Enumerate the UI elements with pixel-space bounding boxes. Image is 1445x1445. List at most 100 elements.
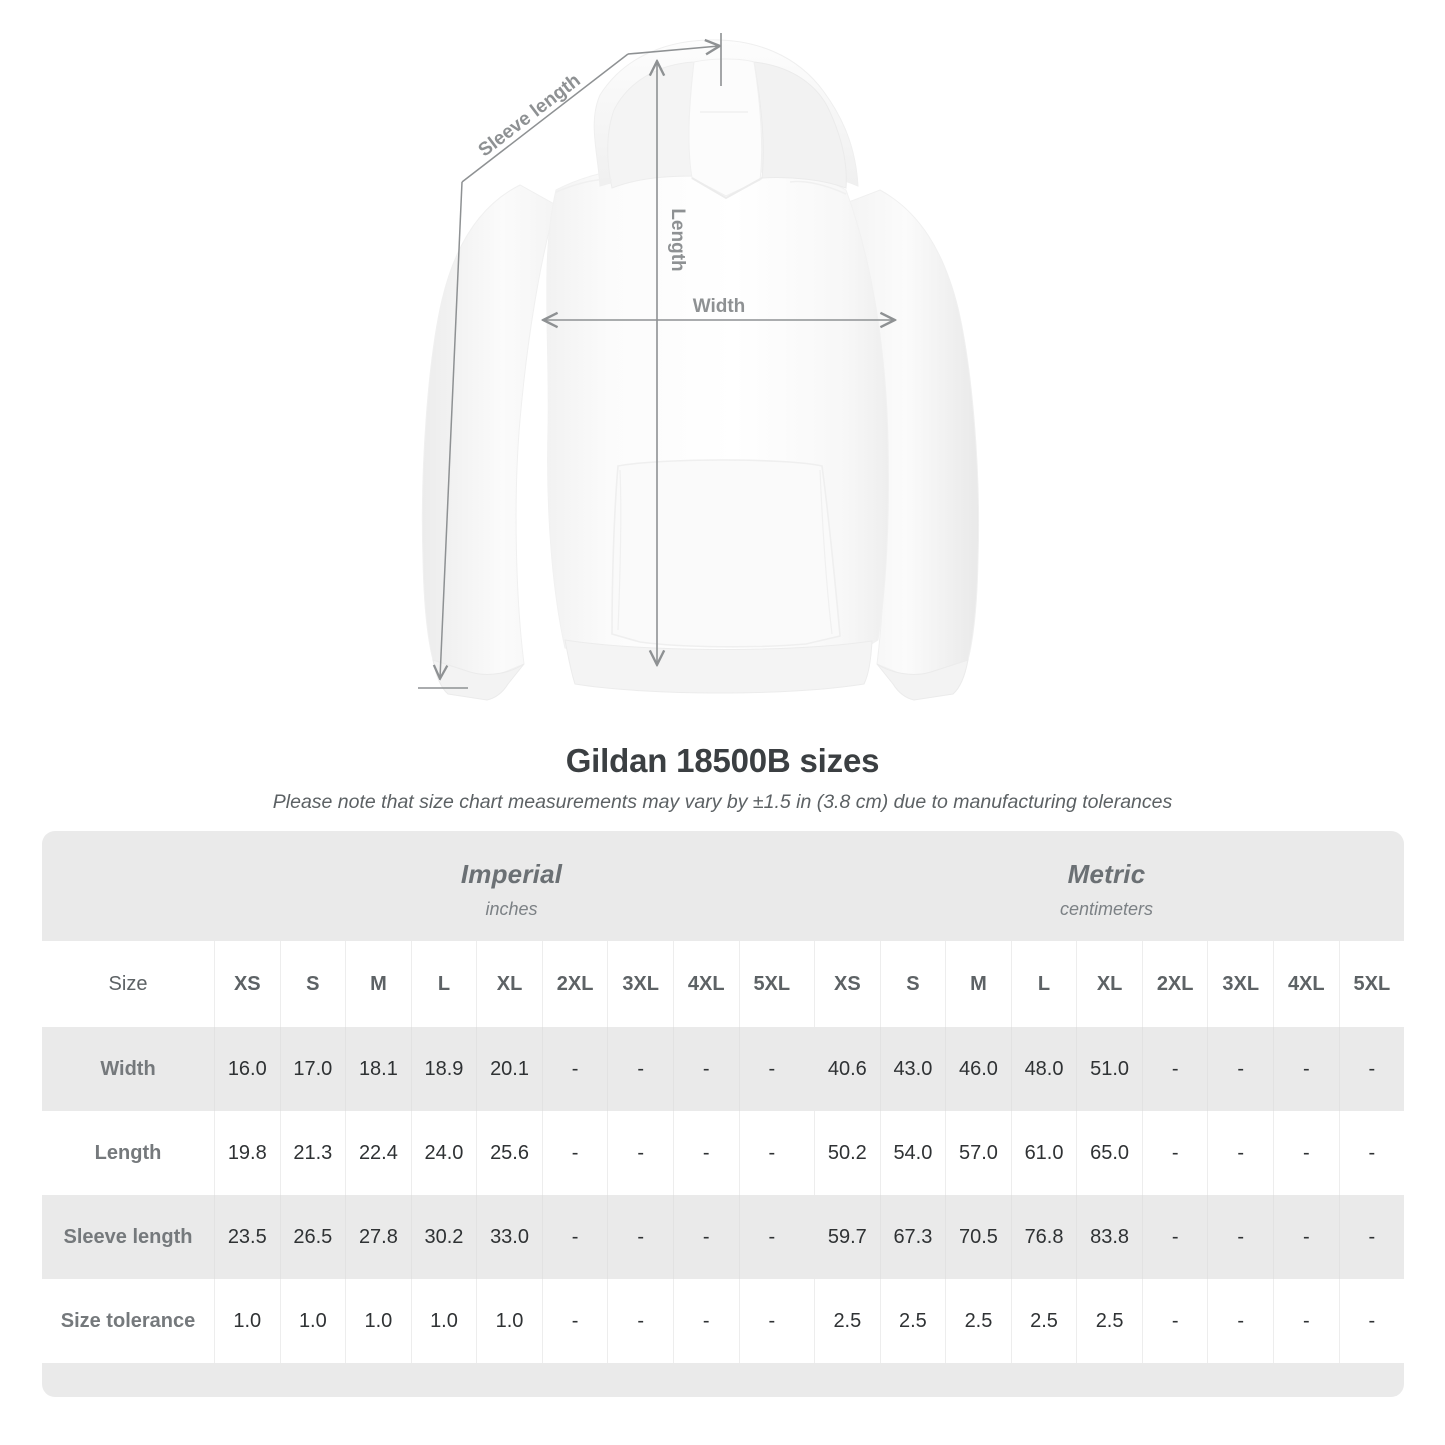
cell-sleeve-metric-xl: 83.8 (1076, 1195, 1142, 1279)
size-header-imperial-s: S (279, 941, 346, 1027)
cell-sleeve-imperial-4xl: - (672, 1195, 739, 1279)
size-table: Imperial inches Metric centimeters Size … (42, 831, 1404, 1397)
size-header-imperial-4xl: 4XL (672, 941, 739, 1027)
table-row: Size tolerance 1.0 1.0 1.0 1.0 1.0 - - -… (42, 1279, 1404, 1363)
unit-system-imperial: Imperial inches (214, 831, 809, 941)
cell-width-metric-xl: 51.0 (1076, 1027, 1142, 1111)
cell-length-metric-m: 57.0 (945, 1111, 1011, 1195)
cell-tolerance-metric-s: 2.5 (879, 1279, 946, 1363)
tolerance-note: Please note that size chart measurements… (272, 791, 1173, 813)
hoodie-illustration: Width Length Sleeve length (418, 33, 980, 701)
size-header-metric-4xl: 4XL (1273, 941, 1339, 1027)
cell-tolerance-metric-xs: 2.5 (814, 1279, 880, 1363)
row-label-sleeve-length: Sleeve length (63, 1225, 193, 1248)
cell-width-imperial-4xl: - (672, 1027, 739, 1111)
hoodie-garment (421, 39, 980, 701)
cell-sleeve-imperial-xl: 33.0 (476, 1195, 542, 1279)
cell-width-metric-l: 48.0 (1010, 1027, 1077, 1111)
cell-tolerance-imperial-2xl: - (541, 1279, 608, 1363)
cell-sleeve-imperial-xs: 23.5 (214, 1195, 280, 1279)
cell-sleeve-imperial-3xl: - (607, 1195, 673, 1279)
cell-width-metric-m: 46.0 (945, 1027, 1011, 1111)
size-header-metric-2xl: 2XL (1141, 941, 1208, 1027)
cell-tolerance-metric-l: 2.5 (1010, 1279, 1077, 1363)
cell-sleeve-metric-5xl: - (1338, 1195, 1404, 1279)
cell-width-imperial-3xl: - (607, 1027, 673, 1111)
cell-length-metric-xs: 50.2 (814, 1111, 880, 1195)
cell-width-imperial-l: 18.9 (410, 1027, 477, 1111)
size-header-label: Size (108, 972, 148, 995)
cell-length-imperial-s: 21.3 (279, 1111, 346, 1195)
size-header-metric-5xl: 5XL (1338, 941, 1404, 1027)
size-header-metric-xs: XS (814, 941, 880, 1027)
row-label-length: Length (94, 1141, 162, 1164)
cell-length-imperial-xl: 25.6 (476, 1111, 542, 1195)
cell-length-metric-xl: 65.0 (1076, 1111, 1142, 1195)
cell-length-metric-5xl: - (1338, 1111, 1404, 1195)
row-label-width: Width (100, 1057, 156, 1080)
cell-tolerance-imperial-l: 1.0 (410, 1279, 477, 1363)
cell-width-imperial-xl: 20.1 (476, 1027, 542, 1111)
title-block: Gildan 18500B sizes Please note that siz… (0, 742, 1445, 814)
cell-sleeve-metric-m: 70.5 (945, 1195, 1011, 1279)
cell-sleeve-metric-4xl: - (1273, 1195, 1339, 1279)
size-header-imperial-l: L (410, 941, 477, 1027)
cell-sleeve-imperial-l: 30.2 (410, 1195, 477, 1279)
cell-sleeve-imperial-s: 26.5 (279, 1195, 346, 1279)
cell-sleeve-metric-l: 76.8 (1010, 1195, 1077, 1279)
cell-tolerance-imperial-xs: 1.0 (214, 1279, 280, 1363)
cell-tolerance-imperial-xl: 1.0 (476, 1279, 542, 1363)
cell-width-imperial-m: 18.1 (345, 1027, 411, 1111)
metric-unit: centimeters (1059, 898, 1154, 919)
length-annotation: Length (657, 62, 688, 664)
cell-tolerance-imperial-s: 1.0 (279, 1279, 346, 1363)
unit-system-metric: Metric centimeters (809, 831, 1404, 941)
size-header-metric-l: L (1010, 941, 1077, 1027)
imperial-name: Imperial (460, 858, 563, 889)
size-header-metric-xl: XL (1076, 941, 1142, 1027)
cell-width-imperial-5xl: - (738, 1027, 805, 1111)
width-annotation: Width (544, 296, 894, 320)
cell-length-metric-3xl: - (1207, 1111, 1273, 1195)
cell-length-imperial-3xl: - (607, 1111, 673, 1195)
cell-sleeve-imperial-m: 27.8 (345, 1195, 411, 1279)
cell-tolerance-imperial-4xl: - (672, 1279, 739, 1363)
cell-width-metric-4xl: - (1273, 1027, 1339, 1111)
cell-length-metric-l: 61.0 (1010, 1111, 1077, 1195)
unit-system-header: Imperial inches Metric centimeters (42, 831, 1404, 941)
cell-width-metric-s: 43.0 (879, 1027, 946, 1111)
cell-length-imperial-4xl: - (672, 1111, 739, 1195)
sleeve-length-label: Sleeve length (475, 70, 585, 161)
size-header-imperial-m: M (345, 941, 411, 1027)
cell-sleeve-imperial-5xl: - (738, 1195, 805, 1279)
cell-width-imperial-2xl: - (541, 1027, 608, 1111)
cell-length-imperial-l: 24.0 (410, 1111, 477, 1195)
size-header-imperial-5xl: 5XL (738, 941, 805, 1027)
cell-sleeve-metric-xs: 59.7 (827, 1225, 867, 1248)
cell-width-imperial-xs: 16.0 (214, 1027, 280, 1111)
table-row: Sleeve length 23.5 26.5 27.8 30.2 33.0 -… (42, 1195, 1404, 1279)
size-header-imperial-xs: XS (214, 941, 280, 1027)
row-label-size-tolerance: Size tolerance (60, 1309, 196, 1332)
table-row: Length 19.8 21.3 22.4 24.0 25.6 - - - - … (42, 1111, 1404, 1195)
cell-length-imperial-2xl: - (541, 1111, 608, 1195)
size-header-imperial-3xl: 3XL (607, 941, 673, 1027)
cell-tolerance-metric-m: 2.5 (945, 1279, 1011, 1363)
cell-width-metric-2xl: - (1141, 1027, 1208, 1111)
cell-tolerance-metric-2xl: - (1141, 1279, 1208, 1363)
size-header-metric-3xl: 3XL (1207, 941, 1273, 1027)
cell-tolerance-imperial-3xl: - (607, 1279, 673, 1363)
cell-tolerance-imperial-5xl: - (738, 1279, 805, 1363)
cell-tolerance-imperial-m: 1.0 (345, 1279, 411, 1363)
cell-width-metric-xs: 40.6 (827, 1057, 867, 1080)
cell-tolerance-metric-3xl: - (1207, 1279, 1273, 1363)
cell-length-imperial-xs: 19.8 (214, 1111, 280, 1195)
unit-header-spacer (42, 831, 214, 941)
cell-tolerance-metric-5xl: - (1338, 1279, 1404, 1363)
cell-length-metric-2xl: - (1141, 1111, 1208, 1195)
cell-sleeve-metric-2xl: - (1141, 1195, 1208, 1279)
cell-sleeve-metric-s: 67.3 (879, 1195, 946, 1279)
size-header-imperial-2xl: 2XL (541, 941, 608, 1027)
cell-tolerance-metric-4xl: - (1273, 1279, 1339, 1363)
